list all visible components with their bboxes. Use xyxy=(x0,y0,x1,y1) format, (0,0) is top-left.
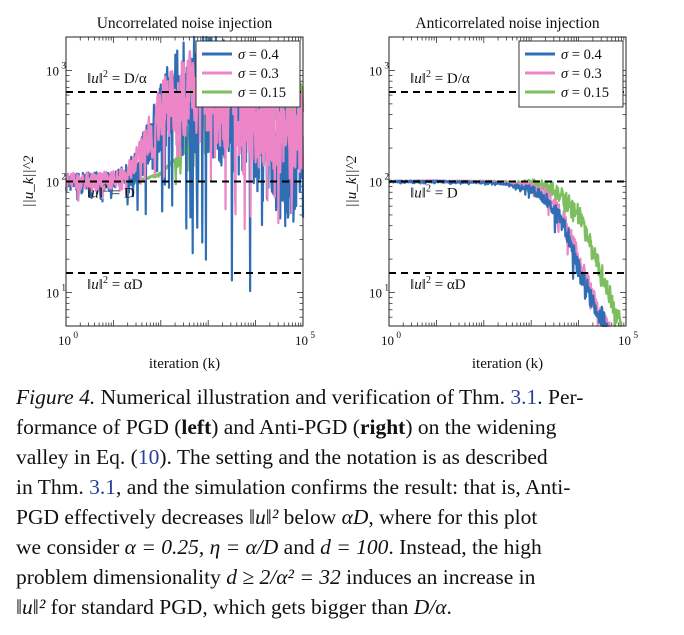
figure-caption: Figure 4. Numerical illustration and ver… xyxy=(16,382,668,622)
y-axis-label: ||u_k||^2 xyxy=(344,155,360,207)
reference-line-label: ‖u‖2 = D/α xyxy=(87,69,147,87)
x-axis-label: iteration (k) xyxy=(149,356,220,372)
thm-ref-link[interactable]: 3.1 xyxy=(510,385,538,409)
series-line-sigma-0.4 xyxy=(388,179,609,328)
reference-line-label: ‖u‖2 = D/α xyxy=(410,69,470,87)
tick-label-exponent: 0 xyxy=(73,331,78,341)
tick-label: 10 xyxy=(295,333,308,348)
tick-label-exponent: 2 xyxy=(61,173,66,183)
tick-label-exponent: 1 xyxy=(61,284,66,294)
x-axis-label: iteration (k) xyxy=(472,356,543,372)
reference-line-label: ‖u‖2 = D xyxy=(410,184,458,202)
reference-line-label: ‖u‖2 = αD xyxy=(410,275,466,293)
reference-line-label: ‖u‖2 = αD xyxy=(87,275,143,293)
caption-line-7: problem dimensionality d ≥ 2/α² = 32 ind… xyxy=(16,565,536,589)
caption-line-8: ‖u‖² for standard PGD, which gets bigger… xyxy=(16,595,452,619)
legend-label: σ = 0.4 xyxy=(561,47,602,63)
tick-label-exponent: 5 xyxy=(310,331,315,341)
legend-label: σ = 0.15 xyxy=(561,85,609,101)
caption-line-6: we consider α = 0.25, η = α/D and d = 10… xyxy=(16,535,542,559)
legend-label: σ = 0.3 xyxy=(238,66,279,82)
tick-label: 10 xyxy=(381,333,394,348)
tick-label-exponent: 0 xyxy=(396,331,401,341)
tick-label: 10 xyxy=(46,175,59,190)
tick-label-exponent: 5 xyxy=(633,331,638,341)
caption-line-2: formance of PGD (left) and Anti-PGD (rig… xyxy=(16,415,557,439)
plot-frame xyxy=(65,36,304,327)
legend-label: σ = 0.15 xyxy=(238,85,286,101)
caption-line-5: PGD effectively decreases ‖u‖² below αD,… xyxy=(16,505,538,529)
chart-title: Uncorrelated noise injection xyxy=(97,15,273,32)
chart-title: Anticorrelated noise injection xyxy=(415,15,599,32)
eq-ref-link[interactable]: 10 xyxy=(137,445,160,469)
tick-label: 10 xyxy=(369,175,382,190)
reference-line-label: ‖u‖2 = D xyxy=(87,184,135,202)
tick-label-exponent: 2 xyxy=(384,173,389,183)
caption-figure-label: Figure 4. xyxy=(16,385,96,409)
caption-line-3: valley in Eq. (10). The setting and the … xyxy=(16,445,548,469)
tick-label: 10 xyxy=(58,333,71,348)
legend-label: σ = 0.3 xyxy=(561,66,602,82)
tick-label-exponent: 1 xyxy=(384,284,389,294)
caption-line-1: Figure 4. Numerical illustration and ver… xyxy=(16,385,584,409)
thm-ref-link-2[interactable]: 3.1 xyxy=(89,475,116,499)
tick-label: 10 xyxy=(46,63,59,78)
tick-label: 10 xyxy=(618,333,631,348)
tick-label-exponent: 3 xyxy=(384,61,389,71)
tick-label: 10 xyxy=(369,63,382,78)
y-axis-label: ||u_k||^2 xyxy=(21,155,37,207)
tick-label: 10 xyxy=(369,286,382,301)
tick-label: 10 xyxy=(46,286,59,301)
caption-line-4: in Thm. 3.1, and the simulation confirms… xyxy=(16,475,571,499)
series-line-sigma-0.3 xyxy=(65,45,305,231)
plot-frame xyxy=(388,36,627,327)
legend-label: σ = 0.4 xyxy=(238,47,279,63)
tick-label-exponent: 3 xyxy=(61,61,66,71)
